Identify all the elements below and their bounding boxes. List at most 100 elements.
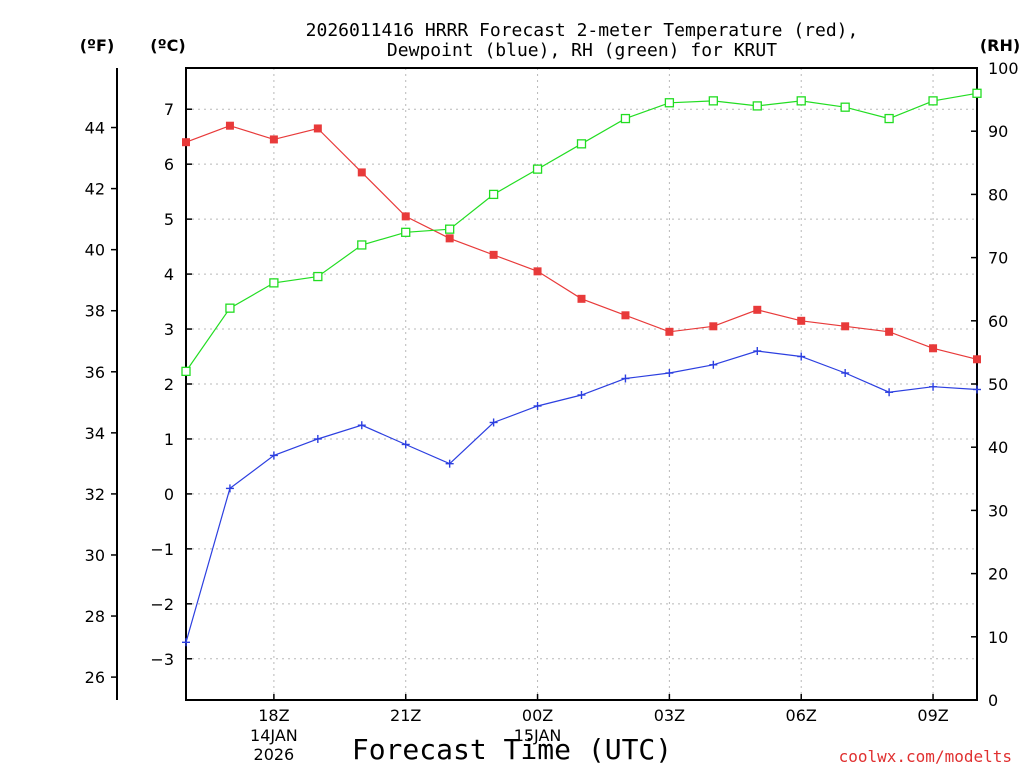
dewpoint-point [973,385,981,394]
rh-tick-label: 50 [988,375,1008,394]
celsius-tick-label: −1 [150,540,174,559]
temperature-line [185,125,978,360]
dewpoint-point [841,369,850,378]
rh-point [796,96,806,106]
rh-point [620,113,631,124]
rh-point [840,102,850,112]
credit-label: coolwx.com/modelts [839,747,1012,766]
rh-point [445,224,455,234]
celsius-tick-label: −2 [150,595,174,614]
fahrenheit-tick-label: 30 [85,546,105,565]
fahrenheit-tick-label: 40 [85,241,105,260]
rh-point [576,139,587,149]
temperature-point [313,124,322,133]
x-tick-label: 06Z [786,706,817,725]
rh-tick-label: 0 [988,691,998,710]
rh-point [225,303,235,313]
dewpoint-point [269,451,278,460]
x-tick-label: 18Z [258,706,289,725]
temperature-point [885,327,894,336]
x-tick-label: 09Z [917,706,948,725]
rh-tick-label: 90 [988,122,1008,141]
temperature-point [182,138,190,147]
rh-unit-label: (RH) [980,36,1020,55]
x-tick-label: 00Z [522,706,553,725]
rh-point [972,88,982,98]
dewpoint-point [797,352,806,361]
temperature-point [797,316,806,325]
x-tick-label: 21Z [390,706,421,725]
celsius-tick-label: 2 [164,375,174,394]
rh-tick-label: 60 [988,312,1008,331]
temperature-point [401,212,410,221]
celsius-tick-label: 4 [164,265,174,284]
rh-point [664,98,675,108]
x-axis-label: Forecast Time (UTC) [352,733,672,766]
fahrenheit-unit-label: (ºF) [80,36,115,55]
x-tick-date-label: 15JAN [514,726,562,745]
rh-tick-label: 10 [988,628,1008,647]
temperature-point [621,311,630,320]
fahrenheit-tick-label: 44 [85,119,105,138]
rh-point [488,189,499,200]
rh-point [884,113,894,124]
celsius-tick-label: 5 [164,210,174,229]
rh-tick-label: 100 [988,59,1019,78]
rh-tick-label: 20 [988,565,1008,584]
fahrenheit-tick-label: 38 [85,302,105,321]
temperature-point [973,355,981,364]
temperature-point [489,250,498,259]
chart-title-line2: Dewpoint (blue), RH (green) for KRUT [387,40,777,61]
temperature-point [357,168,366,177]
celsius-unit-label: (ºC) [150,36,185,55]
grid-layer [186,68,977,700]
x-tick-date-label: 14JAN [250,726,298,745]
dewpoint-point [533,401,542,410]
rh-point [752,101,762,111]
temperature-point [445,234,454,243]
dewpoint-point [401,440,410,449]
rh-tick-label: 70 [988,249,1008,268]
temperature-point [841,322,850,331]
rh-tick-label: 40 [988,438,1008,457]
dewpoint-point [753,347,762,356]
dewpoint-point [577,390,586,399]
celsius-tick-label: 7 [164,100,174,119]
celsius-tick-label: 6 [164,155,174,174]
rh-point [181,366,191,377]
dewpoint-point [182,638,190,647]
rh-point [357,240,367,250]
chart-title-line1: 2026011416 HRRR Forecast 2-meter Tempera… [306,20,859,41]
rh-line [185,92,978,372]
rh-point [708,96,718,106]
temperature-point [709,322,718,331]
celsius-tick-label: 1 [164,430,174,449]
x-tick-year-label: 2026 [254,745,295,764]
rh-point [928,96,938,106]
dewpoint-point [885,388,894,397]
rh-point [532,164,543,174]
fahrenheit-tick-label: 32 [85,485,105,504]
celsius-tick-label: 3 [164,320,174,339]
temperature-point [929,344,938,353]
dewpoint-point [225,484,234,493]
fahrenheit-tick-label: 42 [85,180,105,199]
temperature-point [577,294,586,303]
dewpoint-point [357,421,366,430]
rh-point [269,278,279,288]
celsius-tick-label: 0 [164,485,174,504]
temperature-point [225,121,234,130]
dewpoint-point [313,434,322,443]
rh-point [401,227,411,237]
dewpoint-point [929,382,938,391]
rh-tick-label: 30 [988,501,1008,520]
fahrenheit-tick-label: 26 [85,668,105,687]
dewpoint-point [621,374,630,383]
dewpoint-point [665,369,674,378]
fahrenheit-tick-label: 28 [85,607,105,626]
temperature-point [269,135,278,144]
fahrenheit-tick-label: 34 [85,424,105,443]
dewpoint-point [489,418,498,427]
axes-layer: 26283032343638404244−3−2−101234567010203… [85,59,1019,764]
